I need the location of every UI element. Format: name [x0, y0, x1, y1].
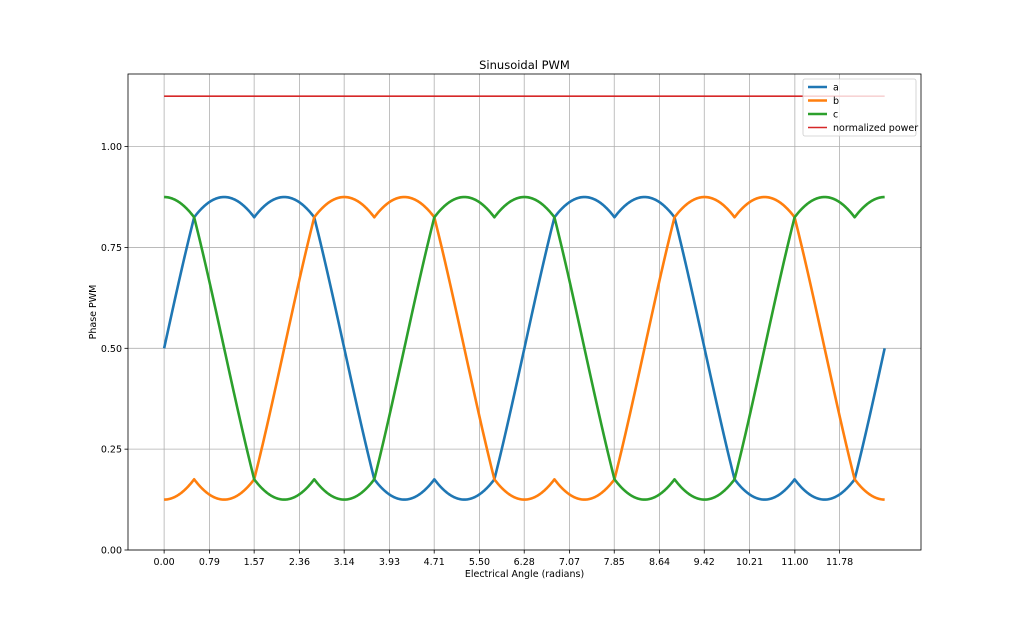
x-tick-label: 8.64 — [649, 557, 670, 568]
x-tick-label: 3.14 — [334, 557, 355, 568]
y-tick-label: 0.50 — [101, 344, 122, 355]
x-tick-label: 11.00 — [781, 557, 808, 568]
x-tick-label: 3.93 — [379, 557, 400, 568]
x-tick-label: 5.50 — [469, 557, 490, 568]
x-tick-label: 7.07 — [559, 557, 580, 568]
grid — [128, 74, 921, 551]
series-line-2 — [164, 195, 885, 501]
x-tick-label: 6.28 — [514, 557, 535, 568]
y-tick-label: 0.75 — [101, 243, 122, 254]
legend-label: normalized power — [833, 123, 918, 134]
series-line-0 — [162, 195, 886, 501]
legend-label: c — [833, 110, 838, 121]
y-tick-label: 0.25 — [101, 445, 122, 456]
x-tick-label: 10.21 — [736, 557, 763, 568]
x-tick-label: 7.85 — [604, 557, 625, 568]
x-tick-label: 11.78 — [826, 557, 853, 568]
x-tick-label: 0.00 — [154, 557, 175, 568]
legend-box — [802, 78, 917, 137]
x-tick-label: 4.71 — [424, 557, 445, 568]
series-group — [162, 95, 886, 501]
y-axis-label: Phase PWM — [88, 285, 99, 340]
legend-label: b — [833, 96, 839, 107]
y-tick-label: 0.00 — [101, 546, 122, 557]
series-line-1 — [164, 195, 885, 501]
x-tick-label: 9.42 — [694, 557, 715, 568]
x-ticks: 0.00 0.79 1.57 2.36 3.14 3.93 4.71 5.50 6.28 7.07… — [154, 550, 853, 568]
legend: abc normalized power — [802, 78, 918, 137]
x-axis-label: Electrical Angle (radians) — [465, 569, 584, 580]
x-tick-label: 1.57 — [244, 557, 265, 568]
chart-title: Sinusoidal PWM — [479, 58, 570, 72]
x-tick-label: 2.36 — [289, 557, 310, 568]
y-ticks: 0.00 0.25 0.50 0.75 1.00 — [101, 142, 128, 557]
legend-label: a — [833, 83, 839, 94]
y-tick-label: 1.00 — [101, 142, 122, 153]
x-tick-label: 0.79 — [199, 557, 220, 568]
